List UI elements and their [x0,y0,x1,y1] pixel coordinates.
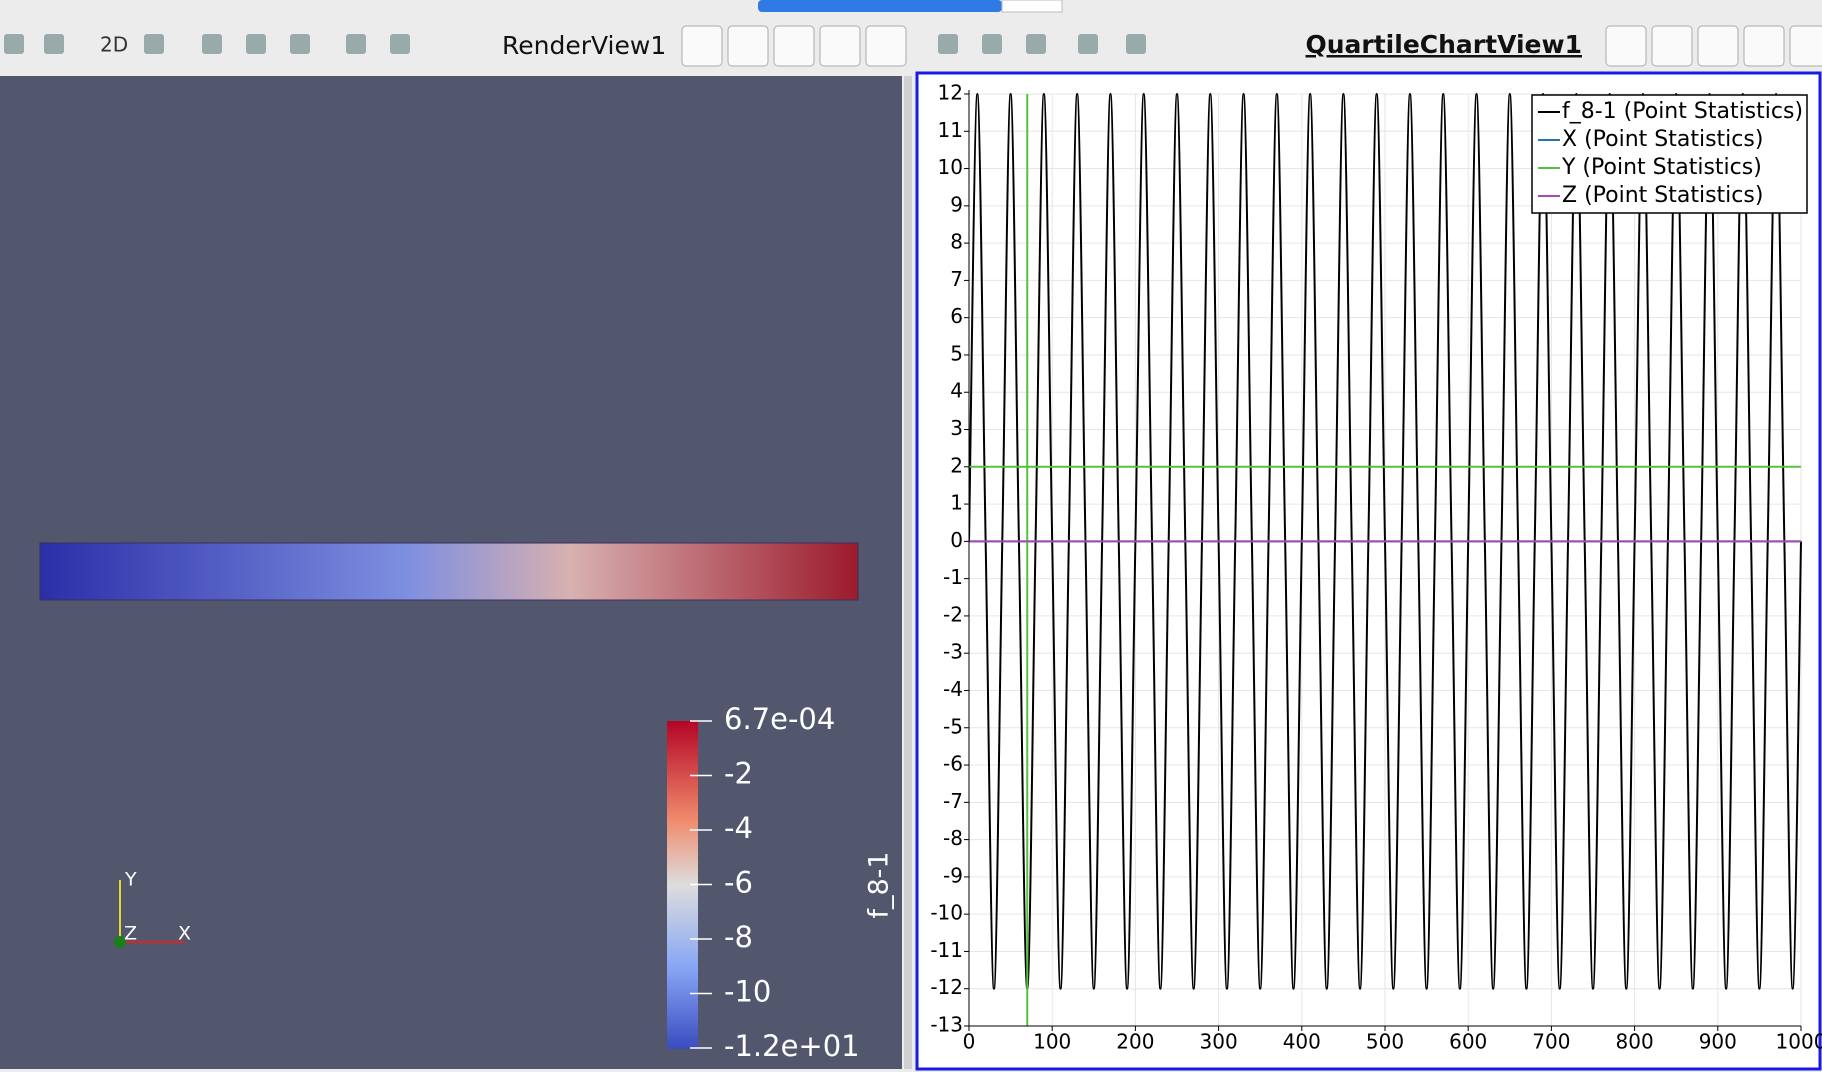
x-tick-label: 600 [1449,1030,1487,1054]
color-bar-label: -8 [724,920,753,954]
toolbar-icons [4,34,1146,54]
view-buttons [681,25,1822,67]
toolbar-icon[interactable] [1078,34,1098,54]
y-tick-label: 1 [950,491,963,515]
splitter[interactable] [904,76,912,1069]
2d-button[interactable]: 2D [100,33,128,57]
undock-button[interactable] [1743,25,1785,67]
toolbar-icon[interactable] [290,34,310,54]
split-v-button[interactable] [1651,25,1693,67]
y-tick-label: -10 [930,901,963,925]
split-h-button[interactable] [1605,25,1647,67]
y-tick-label: -2 [943,602,963,626]
y-tick-label: -6 [943,752,963,776]
y-tick-label: 6 [950,304,963,328]
x-tick-label: 300 [1200,1030,1238,1054]
new-tab[interactable] [1001,0,1063,13]
toolbar-icon[interactable] [4,34,24,54]
legend-label: Z (Point Statistics) [1562,183,1763,208]
axes-triad: Y Z X [114,869,191,948]
legend-label: X (Point Statistics) [1562,127,1763,152]
y-tick-label: 5 [950,341,963,365]
x-tick-label: 700 [1532,1030,1570,1054]
split-v-button[interactable] [727,25,769,67]
toolbar-icon[interactable] [346,34,366,54]
x-tick-label: 1000 [1776,1030,1822,1054]
y-tick-label: -13 [930,1013,963,1037]
x-tick-label: 0 [963,1030,976,1054]
close-button[interactable] [1789,25,1822,67]
y-tick-label: 8 [950,230,963,254]
color-bar-label: -2 [724,757,753,791]
grid [968,93,1802,1027]
close-button[interactable] [865,25,907,67]
toolbar-icon[interactable] [390,34,410,54]
legend: f_8-1 (Point Statistics) X (Point Statist… [1531,94,1808,214]
y-tick-label: 9 [950,192,963,216]
toolbar-icon[interactable] [144,34,164,54]
toolbar-icon[interactable] [982,34,1002,54]
toolbar-icon[interactable] [44,34,64,54]
maximize-button[interactable] [773,25,815,67]
y-tick-label: 0 [950,528,963,552]
y-tick-label: 11 [938,118,963,142]
z-axis-dot [114,936,126,948]
x-tick-label: 500 [1366,1030,1404,1054]
y-tick-label: 2 [950,453,963,477]
toolbar-icon[interactable] [1126,34,1146,54]
y-tick-label: -11 [930,938,963,962]
legend-label: f_8-1 (Point Statistics) [1562,99,1803,124]
color-bar-title: f_8-1 [864,851,895,918]
view-name: QuartileChartView1 [1305,30,1582,59]
maximize-button[interactable] [1697,25,1739,67]
y-tick-label: -8 [943,826,963,850]
x-tick-label: 100 [1033,1030,1071,1054]
y-tick-label: 10 [938,155,963,179]
layout-tab[interactable] [758,0,1002,12]
axis-label: X [178,923,191,945]
axis-label: Z [124,923,137,945]
y-tick-label: 7 [950,267,963,291]
legend-box [1531,94,1808,214]
toolbar-icon[interactable] [1026,34,1046,54]
x-tick-label: 800 [1616,1030,1654,1054]
y-tick-label: -5 [943,714,963,738]
x-tick-label: 400 [1283,1030,1321,1054]
y-tick-label: -12 [930,975,963,999]
toolbar-icon[interactable] [246,34,266,54]
color-bar-label: -4 [724,811,753,845]
axis-label: Y [124,869,137,891]
toolbar-icon[interactable] [202,34,222,54]
toolbar-icon[interactable] [938,34,958,54]
y-tick-label: -1 [943,565,963,589]
y-tick-label: -4 [943,677,963,701]
y-tick-label: 3 [950,416,963,440]
x-tick-label: 900 [1699,1030,1737,1054]
split-h-button[interactable] [681,25,723,67]
undock-button[interactable] [819,25,861,67]
y-tick-label: 4 [950,379,963,403]
x-tick-label: 200 [1116,1030,1154,1054]
view-name: RenderView1 [502,31,666,60]
y-tick-label: -3 [943,640,963,664]
color-bar-label: -10 [724,975,771,1009]
color-bar-label: -1.2e+01 [724,1029,860,1063]
y-tick-label: -7 [943,789,963,813]
legend-label: Y (Point Statistics) [1561,155,1762,180]
color-bar-label: 6.7e-04 [724,702,835,736]
axes: -13-12-11-10-9-8-7-6-5-4-3-2-10123456789… [930,81,1822,1054]
plot [969,92,1802,1026]
color-bar-label: -6 [724,866,753,900]
mesh [39,542,859,601]
y-tick-label: 12 [938,81,963,105]
y-tick-label: -9 [943,863,963,887]
